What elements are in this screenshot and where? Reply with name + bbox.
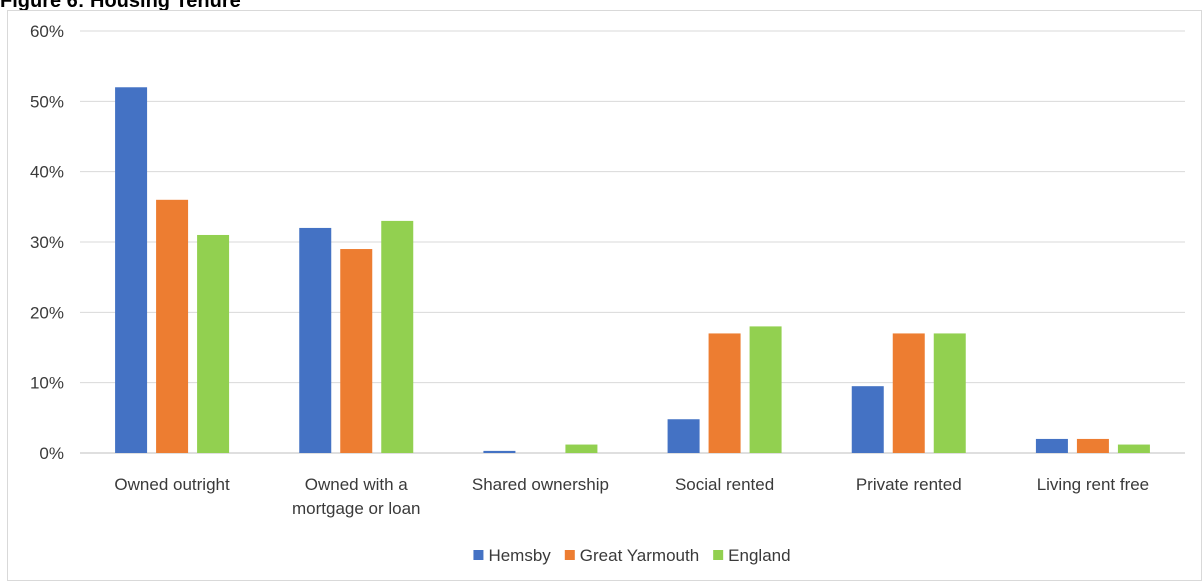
- bar-great-yarmouth: [156, 199, 189, 453]
- y-tick-label: 40%: [30, 163, 64, 182]
- bar-great-yarmouth: [340, 249, 373, 453]
- legend-swatch: [564, 550, 575, 560]
- legend: Hemsby Great Yarmouth England: [473, 546, 791, 565]
- y-tick-label: 20%: [30, 303, 64, 322]
- y-tick-labels: 0% 10% 20% 30% 40% 50% 60%: [30, 22, 64, 463]
- bar-england: [381, 220, 414, 453]
- bar-england: [565, 444, 598, 453]
- bar-england: [1117, 444, 1150, 453]
- bar-great-yarmouth: [1076, 438, 1109, 453]
- bar-great-yarmouth: [892, 333, 925, 453]
- y-tick-label: 0%: [39, 444, 64, 463]
- gridlines: [80, 30, 1185, 454]
- y-tick-label: 60%: [30, 22, 64, 41]
- x-category-label: Owned outright: [114, 475, 230, 494]
- x-category-labels: Owned outright Owned with a mortgage or lo…: [114, 475, 1149, 518]
- bars: [115, 87, 1150, 454]
- x-category-label: Owned with a mortgage or loan: [292, 475, 421, 518]
- bar-hemsby: [483, 450, 516, 453]
- y-tick-label: 50%: [30, 92, 64, 111]
- y-tick-label: 30%: [30, 233, 64, 252]
- page-title: Figure 6: Housing Tenure: [0, 0, 241, 12]
- x-category-label: Living rent free: [1037, 475, 1149, 494]
- legend-label: Hemsby: [488, 546, 551, 565]
- legend-label: England: [728, 546, 790, 565]
- bar-england: [749, 326, 782, 453]
- bar-great-yarmouth: [708, 333, 741, 453]
- bar-hemsby: [667, 419, 700, 453]
- legend-swatch: [713, 550, 724, 560]
- x-category-label: Private rented: [856, 475, 962, 494]
- legend-label: Great Yarmouth: [580, 546, 699, 565]
- x-category-label: Social rented: [675, 475, 774, 494]
- chart-frame: [7, 10, 1202, 581]
- bar-hemsby: [299, 227, 332, 453]
- bar-hemsby: [1035, 438, 1068, 453]
- bar-england: [933, 333, 966, 453]
- x-category-label: Shared ownership: [472, 475, 609, 494]
- bar-hemsby: [851, 386, 884, 453]
- legend-swatch: [473, 550, 484, 560]
- y-tick-label: 10%: [30, 374, 64, 393]
- bar-hemsby: [115, 87, 148, 454]
- bar-england: [197, 234, 230, 453]
